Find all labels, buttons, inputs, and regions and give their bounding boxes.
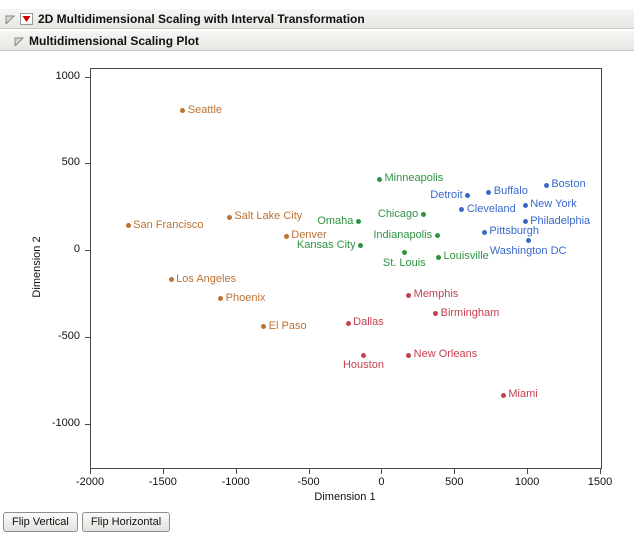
plot-title: Multidimensional Scaling Plot	[29, 33, 200, 48]
y-tick-mark	[85, 336, 90, 338]
data-point-new-orleans[interactable]	[406, 352, 412, 358]
button-row: Flip Vertical Flip Horizontal	[3, 512, 171, 532]
x-tick-mark	[454, 469, 456, 474]
plot-frame[interactable]: Seattle San Francisco Salt Lake City Denver…	[90, 68, 602, 469]
point-label-washington-dc: Washington DC	[489, 244, 567, 257]
point-label-salt-lake-city: Salt Lake City	[234, 210, 303, 223]
data-point-dallas[interactable]	[345, 320, 351, 326]
x-tick-mark	[235, 469, 237, 474]
flip-vertical-button[interactable]: Flip Vertical	[3, 512, 78, 532]
data-point-seattle[interactable]	[180, 108, 186, 114]
data-point-boston[interactable]	[543, 182, 549, 188]
x-tick-mark	[162, 469, 164, 474]
point-label-minneapolis: Minneapolis	[384, 172, 444, 185]
y-tick-mark	[85, 250, 90, 252]
y-tick-label: 500	[61, 156, 80, 169]
y-tick-label: -500	[57, 329, 80, 342]
data-point-indianapolis[interactable]	[434, 233, 440, 239]
report-title: 2D Multidimensional Scaling with Interva…	[38, 11, 365, 26]
data-point-kansas-city[interactable]	[358, 243, 364, 249]
data-point-san-francisco[interactable]	[125, 223, 131, 229]
data-point-houston[interactable]	[360, 352, 366, 358]
data-point-louisville[interactable]	[436, 254, 442, 260]
x-tick-label: -1500	[148, 476, 177, 488]
y-tick-mark	[85, 76, 90, 78]
x-tick-label: -2000	[75, 476, 105, 488]
data-point-st-louis[interactable]	[401, 250, 407, 256]
x-tick-label: 0	[378, 476, 385, 488]
data-point-birmingham[interactable]	[433, 311, 439, 317]
point-label-st-louis: St. Louis	[382, 256, 426, 269]
data-point-salt-lake-city[interactable]	[226, 214, 232, 220]
point-label-dallas: Dallas	[353, 316, 384, 329]
x-tick-mark	[600, 469, 601, 474]
point-label-phoenix: Phoenix	[225, 291, 266, 304]
data-point-minneapolis[interactable]	[377, 176, 382, 182]
x-tick-label: 500	[445, 476, 464, 488]
point-label-houston: Houston	[342, 359, 384, 372]
x-tick-mark	[90, 469, 91, 474]
point-label-chicago: Chicago	[377, 207, 419, 220]
data-point-phoenix[interactable]	[218, 296, 224, 302]
x-tick-label: 1000	[514, 476, 540, 488]
point-label-el-paso: El Paso	[268, 319, 307, 332]
x-tick-label: -1000	[221, 476, 250, 488]
y-tick-label: 1000	[55, 69, 80, 82]
data-point-pittsburgh[interactable]	[481, 229, 487, 235]
y-tick-label: 0	[73, 243, 80, 256]
x-tick-mark	[308, 469, 310, 474]
point-label-philadelphia: Philadelphia	[530, 214, 591, 227]
outline-bar-plot: Multidimensional Scaling Plot	[0, 30, 634, 51]
point-label-pittsburgh: Pittsburgh	[489, 225, 539, 238]
point-label-omaha: Omaha	[317, 214, 354, 227]
data-point-chicago[interactable]	[420, 212, 426, 218]
x-tick-label: -500	[297, 476, 320, 488]
data-point-el-paso[interactable]	[261, 324, 267, 330]
data-point-los-angeles[interactable]	[168, 277, 174, 283]
y-tick-label: -1000	[51, 416, 80, 429]
point-label-kansas-city: Kansas City	[296, 238, 356, 251]
x-tick-mark	[527, 469, 529, 474]
point-label-memphis: Memphis	[413, 288, 459, 301]
data-point-denver[interactable]	[283, 233, 289, 239]
data-point-memphis[interactable]	[406, 292, 412, 298]
point-label-indianapolis: Indianapolis	[373, 228, 433, 241]
data-point-new-york[interactable]	[522, 202, 528, 208]
data-point-detroit[interactable]	[465, 193, 471, 199]
data-point-philadelphia[interactable]	[522, 219, 528, 225]
point-label-detroit: Detroit	[430, 188, 463, 201]
point-label-louisville: Louisville	[443, 250, 489, 263]
data-point-miami[interactable]	[500, 392, 506, 398]
point-label-birmingham: Birmingham	[440, 306, 500, 319]
y-tick-mark	[85, 163, 90, 165]
data-point-omaha[interactable]	[355, 219, 361, 225]
x-axis-title: Dimension 1	[314, 491, 376, 503]
x-tick-mark	[381, 469, 383, 474]
point-label-new-york: New York	[530, 198, 577, 211]
red-triangle-menu-icon[interactable]	[20, 12, 33, 25]
data-point-cleveland[interactable]	[459, 207, 465, 213]
point-label-los-angeles: Los Angeles	[176, 272, 237, 285]
plot-region: Dimension 2 Seattle San Francisco Salt Lak…	[0, 52, 634, 507]
point-label-cleveland: Cleveland	[466, 202, 516, 215]
point-label-new-orleans: New Orleans	[413, 348, 478, 361]
data-point-washington-dc[interactable]	[525, 238, 531, 244]
y-tick-mark	[85, 423, 90, 425]
point-label-denver: Denver	[291, 229, 327, 242]
point-label-miami: Miami	[508, 388, 538, 401]
point-label-seattle: Seattle	[187, 103, 223, 116]
point-label-san-francisco: San Francisco	[133, 218, 204, 231]
point-label-buffalo: Buffalo	[493, 185, 528, 198]
disclosure-triangle-icon[interactable]	[5, 14, 15, 24]
data-point-buffalo[interactable]	[486, 189, 492, 195]
disclosure-triangle-icon[interactable]	[14, 36, 24, 46]
flip-horizontal-button[interactable]: Flip Horizontal	[81, 512, 171, 532]
point-label-boston: Boston	[551, 178, 586, 191]
outline-bar-report: 2D Multidimensional Scaling with Interva…	[0, 8, 634, 29]
x-tick-label: 1500	[587, 476, 613, 488]
